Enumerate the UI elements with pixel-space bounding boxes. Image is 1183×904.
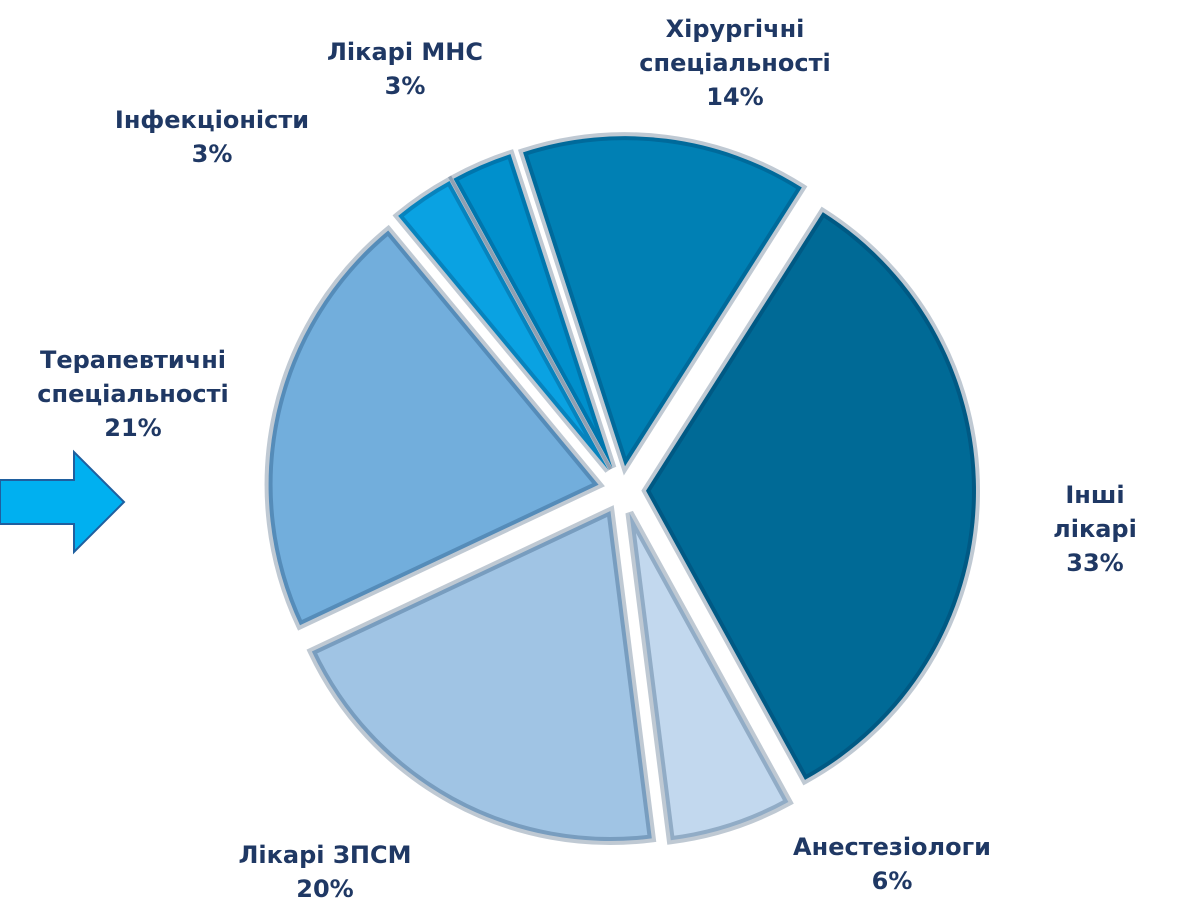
slice-label: Анестезіологи 6%: [793, 830, 991, 898]
label-value: 6%: [871, 867, 913, 895]
pie-slice: [448, 149, 617, 470]
label-value: 3%: [191, 140, 233, 168]
label-name: Інші лікарі: [1053, 481, 1137, 543]
slice-label: Інфекціоністи 3%: [115, 103, 309, 171]
pie-slice: [264, 224, 605, 631]
label-value: 3%: [384, 72, 426, 100]
label-name: Лікарі ЗПСМ: [238, 841, 412, 869]
label-name: Хірургічні спеціальності: [639, 15, 831, 77]
pie-slice: [641, 206, 980, 786]
label-value: 21%: [104, 414, 162, 442]
label-value: 20%: [296, 875, 354, 903]
label-name: Інфекціоністи: [114, 106, 310, 134]
slice-label: Терапевтичні спеціальності 21%: [37, 343, 228, 445]
pie-slice: [625, 510, 794, 845]
slice-label: Лікарі МНС 3%: [327, 35, 483, 103]
pie-slice: [517, 132, 808, 476]
label-name: Терапевтичні спеціальності: [37, 346, 229, 408]
label-name: Лікарі МНС: [327, 38, 483, 66]
slice-label: Лікарі ЗПСМ 20%: [238, 838, 411, 904]
arrow: [0, 449, 126, 555]
pie-slice: [392, 175, 613, 473]
slice-label: Хірургічні спеціальності 14%: [639, 12, 830, 114]
label-value: 14%: [706, 83, 764, 111]
label-name: Анестезіологи: [793, 833, 991, 861]
slice-label: Інші лікарі 33%: [1051, 478, 1139, 580]
label-value: 33%: [1066, 549, 1124, 577]
pie-slice: [306, 505, 657, 846]
